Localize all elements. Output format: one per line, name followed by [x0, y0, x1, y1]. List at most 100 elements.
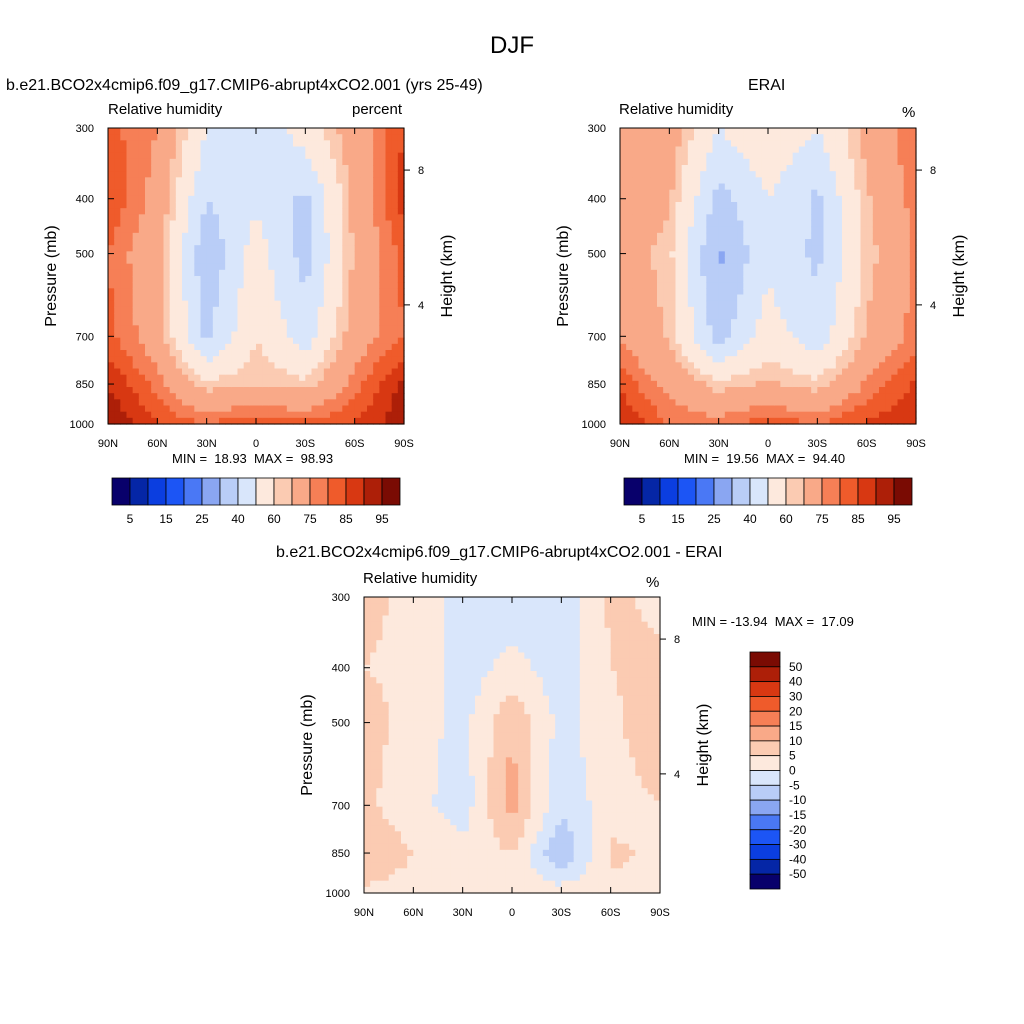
panel-1-cell [367, 362, 374, 370]
panel-2-cell [823, 171, 831, 178]
panel-1-cell [336, 263, 343, 271]
panel-2-cell [644, 343, 652, 351]
panel-3-cell [376, 640, 384, 647]
panel-1-cell [231, 183, 239, 191]
panel-2-cell [805, 380, 812, 388]
panel-2-cell [632, 202, 640, 209]
panel-1-cell [286, 239, 294, 246]
panel-1-cell [175, 343, 183, 351]
panel-3-cell [382, 757, 390, 765]
panel-2-cell [632, 337, 640, 345]
panel-2-cell [694, 399, 701, 407]
panel-1-cell [212, 257, 220, 265]
panel-1-cell [311, 300, 319, 308]
panel-1-cell [293, 368, 300, 376]
panel-1-cell [243, 146, 251, 154]
panel-1-cell [323, 152, 331, 160]
panel-2-cell [829, 183, 837, 191]
panel-1-cell [268, 405, 276, 413]
panel-2-cell [903, 337, 911, 345]
panel-2-cell [872, 306, 880, 314]
panel-2-cell [718, 214, 726, 222]
panel-2-cell [805, 177, 812, 185]
panel-2-cell [620, 411, 627, 419]
panel-1-cell [385, 269, 393, 277]
panel-2-cell [768, 325, 775, 333]
panel-2-cell [817, 257, 825, 265]
panel-3-cell [364, 695, 371, 703]
panel-1-cell [120, 232, 128, 240]
panel-1-cell [311, 313, 319, 320]
panel-2-cell [872, 152, 880, 160]
panel-1-cell [151, 239, 158, 246]
panel-2-cell [872, 189, 880, 197]
panel-2-cell [879, 380, 886, 388]
panel-1-cell [126, 405, 134, 413]
panel-2-colorbar-label: 95 [887, 512, 901, 526]
panel-3-cell [394, 621, 402, 629]
panel-1-colorbar-box [381, 477, 401, 506]
panel-1-cell [231, 152, 239, 160]
panel-2-cell [718, 350, 726, 357]
panel-2-cell [866, 331, 874, 339]
panel-3-cell [382, 640, 390, 647]
panel-2-cell [885, 368, 892, 376]
panel-2-cell [780, 331, 788, 339]
panel-1-cell [138, 319, 146, 326]
panel-1-cell [157, 288, 165, 296]
panel-1-cell [286, 368, 294, 376]
panel-2-cell [786, 362, 794, 370]
panel-1-cell [132, 417, 140, 425]
panel-2-cell [774, 140, 781, 148]
panel-3-cell [370, 880, 377, 888]
panel-2-cell [687, 362, 695, 370]
panel-1-cell [225, 393, 232, 400]
panel-2-cell [774, 152, 781, 160]
panel-1-cell [132, 158, 140, 166]
panel-1-cell [126, 152, 134, 160]
panel-1-cell [286, 140, 294, 148]
panel-2-cell [805, 165, 812, 172]
panel-2-cell [743, 251, 751, 259]
panel-1-cell [138, 343, 146, 351]
panel-2-cell [805, 319, 812, 326]
panel-1-cell [169, 374, 177, 382]
panel-2-cell [620, 189, 627, 197]
panel-1-cell [231, 411, 239, 419]
panel-2-cell [718, 387, 726, 394]
panel-1-cell [237, 325, 245, 333]
panel-2-cell [823, 387, 831, 394]
panel-1-cell [323, 362, 331, 370]
panel-1-cell [237, 356, 245, 363]
panel-1-cell [391, 417, 399, 425]
panel-1-cell [274, 387, 282, 394]
panel-2-cell [768, 245, 775, 252]
panel-2-cell [657, 399, 664, 407]
panel-2-cell [786, 343, 794, 351]
panel-1-cell [249, 300, 257, 308]
panel-2-cell [638, 411, 646, 419]
panel-2-cell [768, 214, 775, 222]
panel-2-cell [774, 350, 781, 357]
panel-1-cell [243, 350, 251, 357]
panel-1-cell [280, 356, 288, 363]
panel-1-cell [194, 331, 202, 339]
panel-2-cell [891, 294, 899, 302]
panel-2-cell [848, 374, 855, 382]
panel-2-cell [694, 214, 701, 222]
panel-1-cell [293, 300, 300, 308]
panel-2-cell [860, 405, 868, 413]
panel-2-cell [866, 189, 874, 197]
panel-2-cell [706, 276, 714, 283]
panel-2-cell [780, 232, 788, 240]
panel-2-cell [650, 152, 658, 160]
panel-2-cell [731, 374, 738, 382]
panel-2-cell [792, 269, 800, 277]
panel-1-cell [379, 214, 387, 222]
panel-1-cell [249, 294, 257, 302]
panel-2-cell [626, 350, 633, 357]
panel-1-cell [151, 343, 158, 351]
panel-2-cell [786, 269, 794, 277]
panel-1-cell [348, 319, 356, 326]
panel-2-cell [712, 331, 720, 339]
